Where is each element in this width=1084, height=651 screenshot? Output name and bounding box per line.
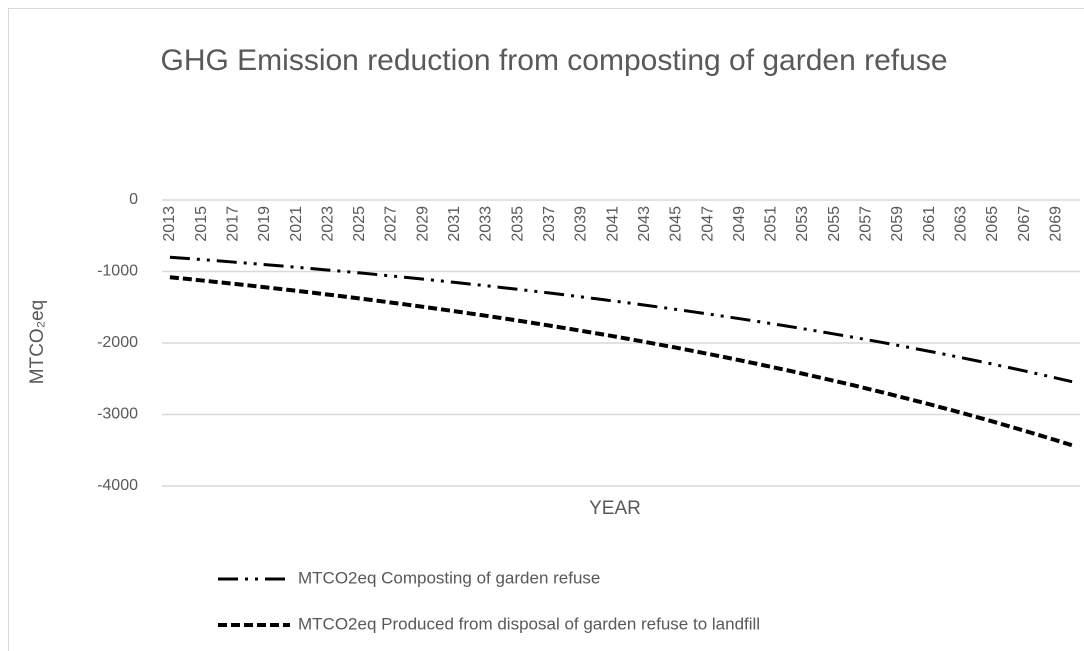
x-tick-label: 2047: [699, 206, 716, 242]
y-tick-label: 0: [129, 191, 138, 208]
y-tick-label: -3000: [97, 406, 138, 423]
x-tick-label: 2023: [319, 206, 336, 242]
line-series: [169, 275, 1073, 448]
x-axis-label: YEAR: [589, 498, 641, 519]
y-axis-label: MTCO₂eq: [27, 300, 48, 384]
x-tick-label: 2057: [858, 206, 875, 242]
x-tick-label: 2063: [953, 206, 970, 242]
x-tick-label: 2069: [1047, 206, 1064, 242]
x-tick-label: 2067: [1016, 206, 1033, 242]
x-tick-label: 2055: [826, 206, 843, 242]
legend-label: MTCO2eq Produced from disposal of garden…: [298, 614, 760, 633]
x-tick-label: 2017: [224, 206, 241, 242]
x-tick-label: 2015: [193, 206, 210, 242]
x-tick-label: 2051: [763, 206, 780, 242]
y-tick-label: -2000: [97, 334, 138, 351]
y-tick-label: -1000: [97, 263, 138, 280]
x-tick-label: 2035: [509, 206, 526, 242]
x-tick-label: 2059: [889, 206, 906, 242]
x-tick-label: 2043: [636, 206, 653, 242]
y-tick-label: -4000: [97, 477, 138, 494]
x-tick-label: 2033: [478, 206, 495, 242]
line-series: [169, 255, 1073, 384]
x-tick-label: 2061: [921, 206, 938, 242]
x-tick-label: 2053: [794, 206, 811, 242]
legend-label: MTCO2eq Composting of garden refuse: [298, 568, 600, 587]
x-tick-label: 2031: [446, 206, 463, 242]
x-tick-label: 2025: [351, 206, 368, 242]
x-tick-label: 2039: [573, 206, 590, 242]
x-tick-label: 2037: [541, 206, 558, 242]
x-tick-label: 2049: [731, 206, 748, 242]
x-tick-label: 2013: [161, 206, 178, 242]
x-tick-label: 2021: [288, 206, 305, 242]
x-tick-label: 2041: [604, 206, 621, 242]
x-tick-label: 2019: [256, 206, 273, 242]
chart-title: GHG Emission reduction from composting o…: [160, 44, 948, 77]
chart-border: [8, 8, 1084, 651]
x-tick-label: 2027: [383, 206, 400, 242]
x-tick-label: 2045: [668, 206, 685, 242]
x-tick-label: 2065: [984, 206, 1001, 242]
x-tick-label: 2029: [414, 206, 431, 242]
